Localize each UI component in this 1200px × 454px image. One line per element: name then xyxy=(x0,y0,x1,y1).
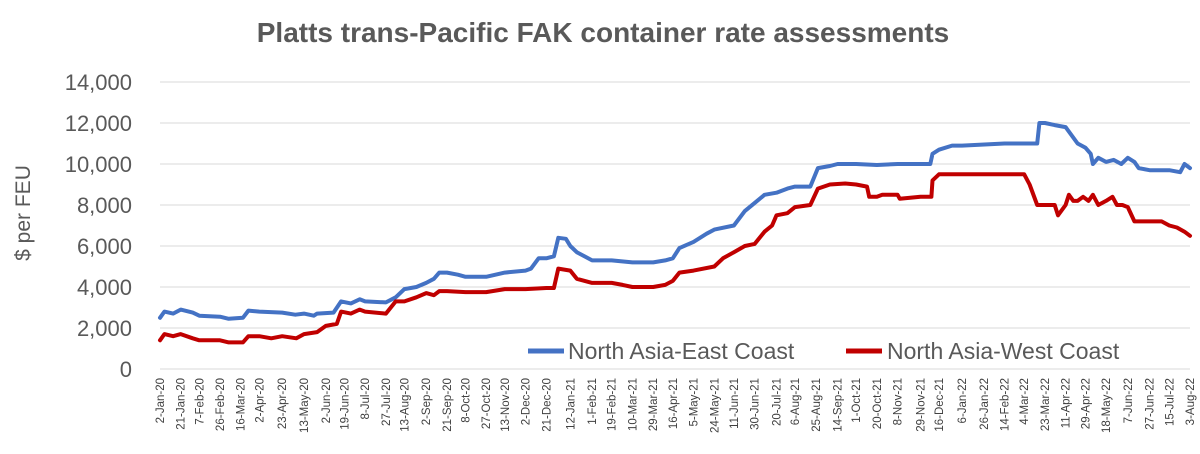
x-tick-label: 2-Jan-20 xyxy=(155,378,167,423)
x-tick-label: 24-May-21 xyxy=(709,378,721,433)
series-line-west-coast xyxy=(158,172,1192,345)
x-tick-label: 11-Apr-22 xyxy=(1061,378,1073,428)
legend-label-west-coast: North Asia-West Coast xyxy=(887,338,1120,364)
x-tick-label: 19-Feb-21 xyxy=(607,378,619,431)
y-tick-label: 8,000 xyxy=(77,193,132,218)
x-tick-label: 14-Feb-22 xyxy=(1000,378,1012,431)
x-tick-label: 26-Feb-20 xyxy=(215,378,227,431)
gridlines xyxy=(160,81,1190,370)
x-tick-label: 2-Apr-20 xyxy=(254,378,266,423)
x-tick-label: 2-Dec-20 xyxy=(521,378,533,425)
chart-title: Platts trans-Pacific FAK container rate … xyxy=(257,17,950,48)
y-tick-label: 4,000 xyxy=(77,275,132,300)
x-tick-label: 11-Jun-21 xyxy=(729,378,741,429)
x-tick-label: 27-Oct-20 xyxy=(481,378,493,429)
x-tick-label: 3-Aug-22 xyxy=(1185,378,1197,425)
x-tick-label: 2-Sep-20 xyxy=(421,378,433,425)
x-tick-label: 7-Feb-20 xyxy=(194,378,206,425)
x-tick-label: 29-Mar-21 xyxy=(648,378,660,431)
x-tick-label: 5-May-21 xyxy=(689,378,701,427)
series-lines xyxy=(158,121,1192,345)
x-tick-label: 14-Sep-21 xyxy=(833,378,845,432)
x-tick-label: 15-Jul-22 xyxy=(1164,378,1176,426)
x-tick-label: 25-Aug-21 xyxy=(811,378,823,432)
x-tick-label: 6-Jan-22 xyxy=(957,378,969,423)
x-tick-label: 16-Dec-21 xyxy=(934,378,946,432)
x-tick-label: 29-Nov-21 xyxy=(916,378,928,432)
y-axis-label: $ per FEU xyxy=(12,165,35,261)
x-tick-label: 13-Nov-20 xyxy=(500,378,512,432)
x-tick-label: 10-Mar-21 xyxy=(627,378,639,431)
y-tick-label: 6,000 xyxy=(77,234,132,259)
x-tick-label: 18-May-22 xyxy=(1101,378,1113,433)
x-tick-label: 29-Apr-22 xyxy=(1080,378,1092,429)
x-tick-label: 8-Jul-20 xyxy=(360,378,372,420)
x-tick-label: 27-Jul-20 xyxy=(381,378,393,426)
x-tick-label: 12-Jan-21 xyxy=(565,378,577,430)
x-tick-label: 6-Aug-21 xyxy=(790,378,802,425)
x-tick-label: 2-Jun-20 xyxy=(321,378,333,423)
legend-label-east-coast: North Asia-East Coast xyxy=(568,338,795,364)
x-tick-label: 8-Nov-21 xyxy=(893,378,905,425)
x-tick-label: 26-Jan-22 xyxy=(979,378,991,430)
x-tick-label: 8-Oct-20 xyxy=(461,378,473,423)
x-tick-label: 21-Sep-20 xyxy=(442,378,454,432)
x-tick-label: 13-May-20 xyxy=(299,378,311,433)
x-tick-label: 19-Jun-20 xyxy=(339,378,351,430)
y-tick-label: 2,000 xyxy=(77,316,132,341)
x-tick-label: 16-Apr-21 xyxy=(668,378,680,429)
x-tick-label: 16-Mar-20 xyxy=(236,378,248,431)
x-tick-label: 13-Aug-20 xyxy=(399,378,411,432)
x-tick-label: 20-Jul-21 xyxy=(772,378,784,426)
x-tick-label: 23-Mar-22 xyxy=(1040,378,1052,431)
x-tick-label: 20-Oct-21 xyxy=(872,378,884,429)
x-tick-label: 1-Feb-21 xyxy=(587,378,599,425)
x-axis-ticks: 2-Jan-20 21-Jan-20 7-Feb-20 26-Feb-20 16-Mar… xyxy=(155,378,1197,433)
y-tick-label: 12,000 xyxy=(65,111,132,136)
x-tick-label: 27-Jun-22 xyxy=(1145,378,1157,430)
x-tick-label: 21-Dec-20 xyxy=(541,378,553,432)
y-tick-label: 10,000 xyxy=(65,152,132,177)
x-tick-label: 1-Oct-21 xyxy=(851,378,863,423)
y-tick-label: 0 xyxy=(120,357,132,382)
legend: North Asia-East Coast North Asia-West Co… xyxy=(528,338,1120,364)
x-tick-label: 21-Jan-20 xyxy=(176,378,188,430)
x-tick-label: 4-Mar-22 xyxy=(1019,378,1031,425)
x-tick-label: 23-Apr-20 xyxy=(277,378,289,429)
x-tick-label: 7-Jun-22 xyxy=(1123,378,1135,423)
series-line-east-coast xyxy=(158,121,1192,321)
y-axis-ticks: 0 2,000 4,000 6,000 8,000 10,000 12,000 14,000 xyxy=(65,70,132,382)
x-tick-label: 30-Jun-21 xyxy=(750,378,762,430)
y-tick-label: 14,000 xyxy=(65,70,132,95)
